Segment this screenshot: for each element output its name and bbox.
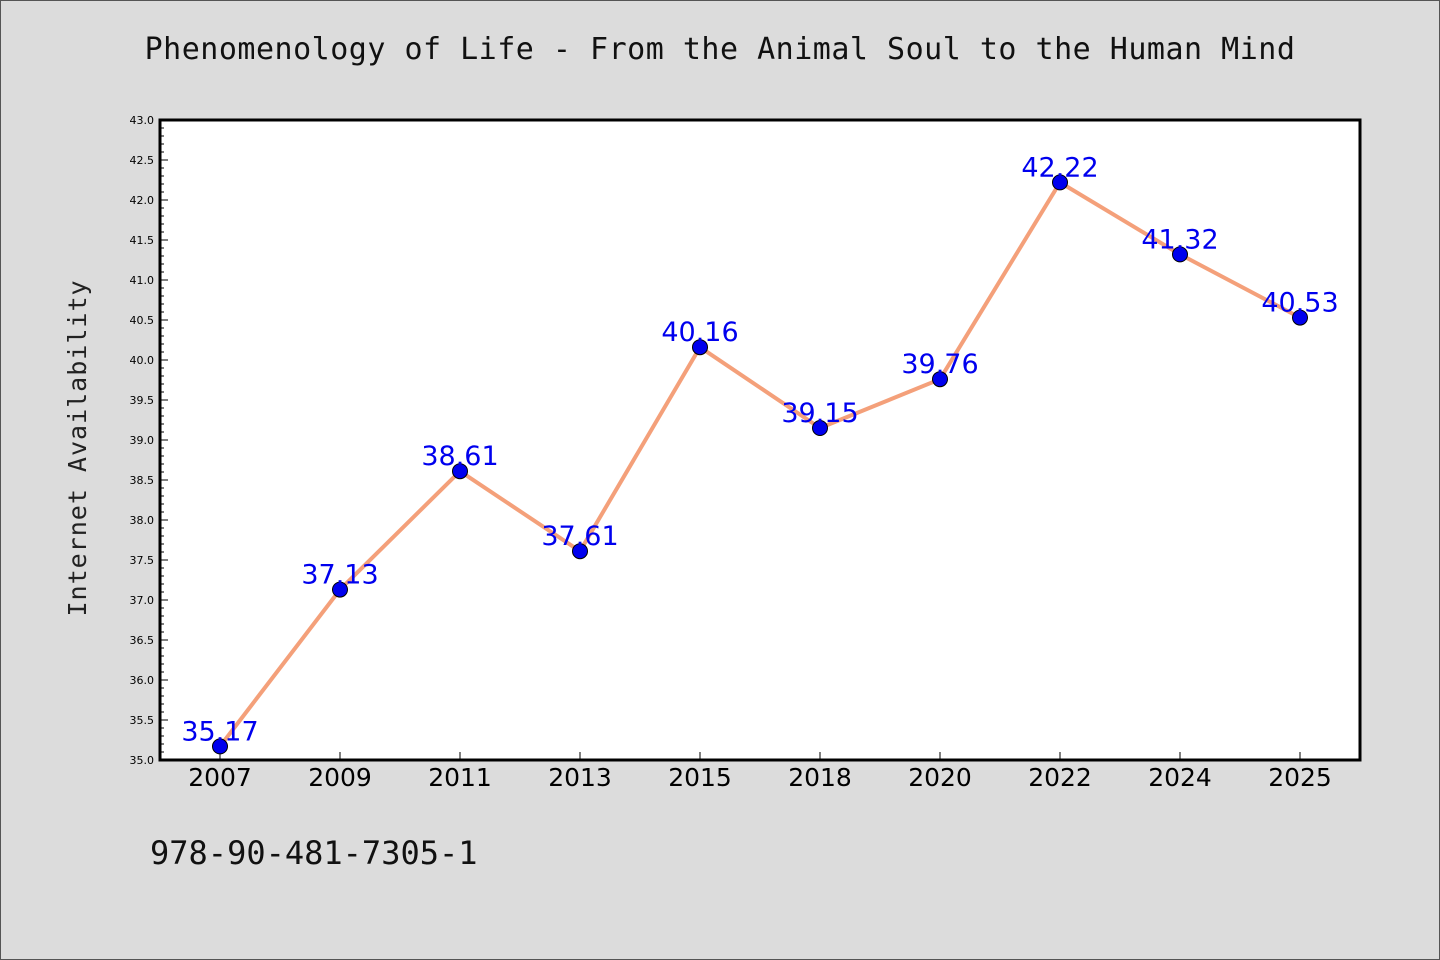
data-point: [332, 581, 348, 598]
x-tick-label: 2018: [788, 763, 852, 792]
data-point: [212, 738, 228, 755]
y-tick-label: 35.0: [130, 754, 155, 767]
isbn-text: 978-90-481-7305-1: [150, 834, 478, 872]
data-point: [572, 543, 588, 560]
data-point: [1292, 309, 1308, 326]
data-point: [812, 420, 828, 436]
y-axis-label: Internet Availability: [63, 279, 92, 616]
y-tick-label: 37.5: [130, 554, 155, 567]
y-tick-label: 42.5: [130, 154, 155, 167]
series-markers: [212, 174, 1308, 755]
x-axis-ticks: 2007 2009 2011 2013 2015 2018 2020 2022 2024 2025: [188, 752, 1332, 792]
y-tick-label: 42.0: [130, 194, 155, 207]
plot-area: [160, 120, 1360, 760]
y-tick-label: 36.5: [130, 634, 155, 647]
y-tick-label: 40.5: [130, 314, 155, 327]
data-point: [932, 371, 948, 388]
x-tick-label: 2022: [1028, 763, 1092, 792]
y-tick-label: 37.0: [130, 594, 155, 607]
y-tick-label: 38.0: [130, 514, 155, 527]
x-tick-label: 2020: [908, 763, 972, 792]
data-point: [692, 339, 708, 356]
data-label: 42.22: [1021, 152, 1098, 183]
y-tick-label: 41.0: [130, 274, 155, 287]
data-label: 39.76: [901, 349, 978, 380]
data-point: [452, 463, 468, 480]
data-label: 37.13: [301, 560, 378, 591]
y-tick-label: 35.5: [130, 714, 155, 727]
x-tick-label: 2015: [668, 763, 732, 792]
x-tick-label: 2024: [1148, 763, 1212, 792]
data-point: [1052, 174, 1068, 191]
data-point: [1172, 246, 1188, 263]
y-axis-ticks: 35.0 35.5 36.0 36.5 37.0 37.5 38.0 38.5 39.0 39.5…: [130, 114, 168, 767]
series-line: [218, 180, 1301, 748]
chart-title: Phenomenology of Life - From the Animal …: [144, 32, 1296, 67]
plot-border: [158, 118, 1362, 762]
y-tick-label: 39.0: [130, 434, 155, 447]
y-tick-label: 38.5: [130, 474, 155, 487]
data-label: 40.16: [661, 317, 738, 348]
x-tick-label: 2009: [308, 763, 372, 792]
x-tick-label: 2013: [548, 763, 612, 792]
y-tick-label: 41.5: [130, 234, 155, 247]
x-tick-label: 2025: [1268, 763, 1332, 792]
data-label: 39.15: [781, 398, 858, 429]
data-label: 35.17: [181, 716, 258, 747]
data-label: 40.53: [1261, 288, 1338, 319]
y-tick-label: 36.0: [130, 674, 155, 687]
x-tick-label: 2007: [188, 763, 252, 792]
data-label: 41.32: [1141, 224, 1218, 255]
x-tick-label: 2011: [428, 763, 492, 792]
data-labels: 35.17 37.13 38.61 37.61 40.16 39.15 39.76 42.22…: [181, 152, 1338, 747]
data-label: 38.61: [421, 441, 498, 472]
y-tick-label: 40.0: [130, 354, 155, 367]
data-label: 37.61: [541, 521, 618, 552]
y-tick-label: 39.5: [130, 394, 155, 407]
y-tick-label: 43.0: [130, 114, 155, 127]
